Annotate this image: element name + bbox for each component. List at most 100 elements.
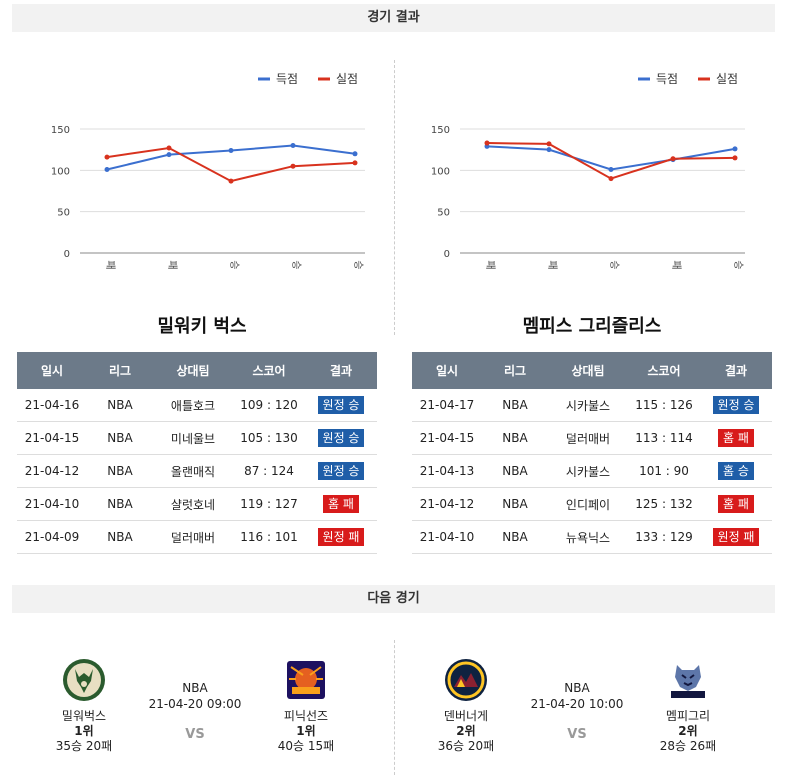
result-badge: 홈 승: [718, 462, 754, 480]
team-rank: 1위: [74, 724, 94, 738]
y-tick-label: 100: [51, 166, 70, 177]
team-record: 35승 20패: [55, 739, 113, 753]
x-tick-label: 패: [484, 260, 496, 269]
data-point-conceded: [484, 140, 490, 146]
table-row: 21-04-12 NBA 올랜매직 87 : 124 원정 승: [17, 454, 377, 488]
y-tick-label: 100: [431, 166, 450, 177]
table-row: 21-04-10 NBA 샬럿호네 119 : 127 홈 패: [17, 487, 377, 521]
data-point-conceded: [608, 176, 614, 182]
score-cell: 115 : 126: [628, 389, 700, 422]
date-cell: 21-04-15: [17, 421, 87, 455]
vs-label: VS: [567, 727, 587, 742]
team-name: 밀워벅스: [61, 709, 107, 723]
data-point-scored: [732, 146, 738, 152]
game-datetime: 21-04-20 10:00: [530, 697, 624, 711]
result-badge: 원정 패: [317, 528, 365, 546]
x-tick-label: 패: [104, 260, 116, 269]
date-cell: 21-04-12: [17, 454, 87, 488]
results-section-header: 경기 결과: [12, 4, 775, 32]
team1-score-chart: 득점 실점 0 50 100 150 패 패 승 승 승: [25, 55, 385, 280]
data-point-conceded: [228, 178, 234, 184]
next-game-1-away-team[interactable]: 피닉선즈 1위 40승 15패: [266, 657, 346, 754]
result-cell: 원정 패: [305, 520, 377, 554]
score-cell: 113 : 114: [628, 421, 700, 455]
result-badge: 원정 패: [712, 528, 760, 546]
x-tick-label: 승: [352, 260, 364, 269]
chart-legend: 득점 실점: [258, 72, 358, 86]
team-name: 덴버너게: [443, 709, 489, 723]
header-opponent: 상대팀: [153, 352, 233, 389]
league-cell: NBA: [87, 487, 153, 521]
score-cell: 101 : 90: [628, 454, 700, 488]
legend-label-conceded: 실점: [336, 72, 358, 86]
game-league: NBA: [182, 681, 208, 695]
x-tick-label: 승: [608, 260, 620, 269]
y-tick-label: 0: [444, 249, 450, 260]
next-game-1-home-team[interactable]: 밀워벅스 1위 35승 20패: [44, 657, 124, 754]
header-opponent: 상대팀: [548, 352, 628, 389]
data-point-scored: [228, 147, 234, 153]
score-cell: 87 : 124: [233, 454, 305, 488]
vs-label: VS: [185, 727, 205, 742]
table-header-row: 일시 리그 상대팀 스코어 결과: [412, 352, 772, 389]
next-game-1-info: NBA 21-04-20 09:00: [140, 680, 250, 712]
table-row: 21-04-16 NBA 애틀호크 109 : 120 원정 승: [17, 389, 377, 422]
next-games-divider: [394, 640, 395, 775]
table-row: 21-04-15 NBA 덜러매버 113 : 114 홈 패: [412, 421, 772, 455]
legend-label-scored: 득점: [276, 72, 298, 86]
league-cell: NBA: [87, 389, 153, 422]
team2-title: 멤피스 그리즐리스: [522, 316, 662, 337]
team-rank: 2위: [456, 724, 476, 738]
table-row: 21-04-09 NBA 덜러매버 116 : 101 원정 패: [17, 520, 377, 554]
opponent-cell: 시카불스: [548, 389, 628, 422]
result-cell: 홈 패: [305, 487, 377, 521]
opponent-cell: 뉴욕닉스: [548, 520, 628, 554]
league-cell: NBA: [482, 389, 548, 422]
date-cell: 21-04-13: [412, 454, 482, 488]
data-point-conceded: [546, 141, 552, 147]
results-divider: [394, 60, 395, 335]
y-tick-label: 150: [51, 125, 70, 136]
team1-chart-svg: 득점 실점 0 50 100 150 패 패 승 승 승: [51, 72, 365, 270]
x-tick-label: 패: [670, 260, 682, 269]
league-cell: NBA: [482, 487, 548, 521]
date-cell: 21-04-10: [17, 487, 87, 521]
opponent-cell: 샬럿호네: [153, 487, 233, 521]
data-point-scored: [608, 167, 614, 173]
data-point-scored: [166, 152, 172, 158]
header-result: 결과: [700, 352, 772, 389]
legend-label-scored: 득점: [656, 72, 678, 86]
league-cell: NBA: [87, 520, 153, 554]
score-cell: 105 : 130: [233, 421, 305, 455]
game-datetime: 21-04-20 09:00: [148, 697, 242, 711]
date-cell: 21-04-15: [412, 421, 482, 455]
result-badge: 홈 패: [718, 429, 754, 447]
date-cell: 21-04-12: [412, 487, 482, 521]
result-cell: 원정 승: [305, 454, 377, 488]
header-score: 스코어: [628, 352, 700, 389]
nuggets-logo: [443, 657, 489, 703]
table-row: 21-04-12 NBA 인디페이 125 : 132 홈 패: [412, 487, 772, 521]
data-point-conceded: [352, 160, 358, 166]
team2-chart-svg: 득점 실점 0 50 100 150 패 패 승 패 승: [431, 72, 745, 270]
next-game-2-home-team[interactable]: 덴버너게 2위 36승 20패: [426, 657, 506, 754]
opponent-cell: 덜러매버: [153, 520, 233, 554]
data-point-conceded: [670, 156, 676, 162]
table-row: 21-04-15 NBA 미네울브 105 : 130 원정 승: [17, 421, 377, 455]
result-badge: 원정 승: [317, 396, 365, 414]
data-point-scored: [290, 143, 296, 149]
league-cell: NBA: [482, 520, 548, 554]
result-cell: 원정 승: [305, 421, 377, 455]
league-cell: NBA: [87, 454, 153, 488]
y-tick-label: 0: [64, 249, 70, 260]
date-cell: 21-04-16: [17, 389, 87, 422]
result-cell: 원정 승: [700, 389, 772, 422]
team-name: 피닉선즈: [283, 709, 329, 723]
result-cell: 홈 패: [700, 421, 772, 455]
next-game-2-away-team[interactable]: 멤피그리 2위 28승 26패: [648, 657, 728, 754]
data-point-conceded: [290, 163, 296, 169]
x-tick-label: 승: [290, 260, 302, 269]
legend-label-conceded: 실점: [716, 72, 738, 86]
table-header-row: 일시 리그 상대팀 스코어 결과: [17, 352, 377, 389]
grizzlies-logo: [665, 657, 711, 703]
